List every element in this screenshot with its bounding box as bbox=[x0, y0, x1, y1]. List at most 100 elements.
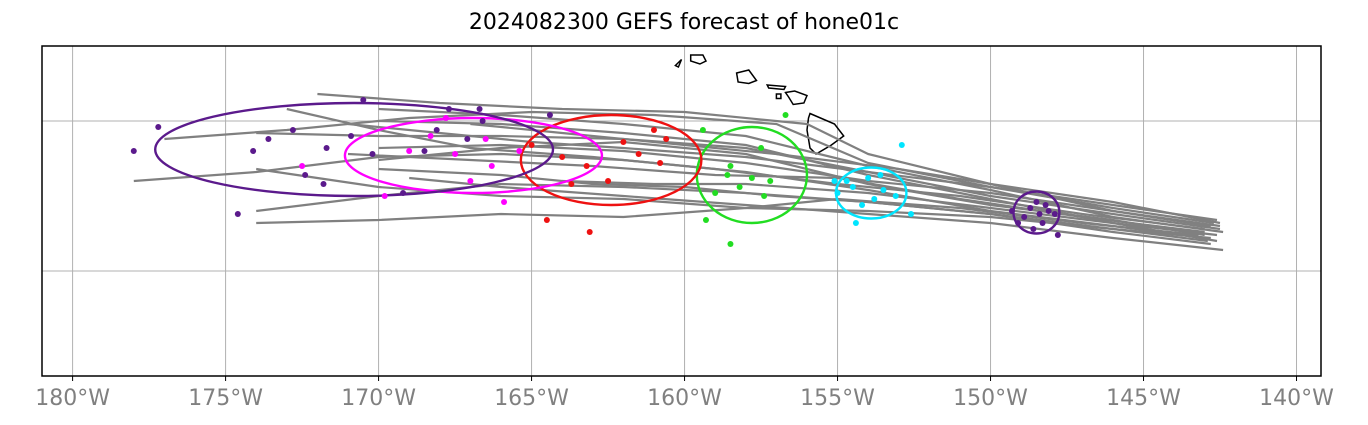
member-point-4 bbox=[559, 154, 566, 160]
map-title: 2024082300 GEFS forecast of hone01c bbox=[468, 10, 900, 35]
uncertainty-ellipse-4 bbox=[519, 113, 703, 207]
member-point-3 bbox=[727, 163, 734, 169]
member-point-2 bbox=[907, 211, 914, 217]
member-point-6 bbox=[265, 136, 272, 142]
lon-tick-label: 155°W bbox=[800, 386, 875, 411]
member-point-3 bbox=[761, 193, 768, 199]
member-point-1 bbox=[1027, 205, 1034, 211]
member-point-4 bbox=[586, 229, 593, 235]
member-point-4 bbox=[620, 139, 627, 145]
member-point-6 bbox=[323, 145, 330, 151]
member-point-2 bbox=[892, 193, 899, 199]
member-point-5 bbox=[452, 151, 459, 157]
member-point-1 bbox=[1030, 226, 1037, 232]
member-point-4 bbox=[583, 163, 590, 169]
ensemble-track-16 bbox=[286, 107, 1205, 231]
lon-tick-label: 160°W bbox=[647, 386, 722, 411]
member-point-2 bbox=[880, 187, 887, 193]
member-point-3 bbox=[727, 241, 734, 247]
lon-tick-label: 165°W bbox=[494, 386, 569, 411]
uncertainty-ellipse-6 bbox=[154, 101, 555, 198]
member-point-3 bbox=[758, 145, 765, 151]
member-point-6 bbox=[234, 211, 241, 217]
member-positions bbox=[130, 97, 1061, 247]
member-point-2 bbox=[877, 172, 884, 178]
member-point-2 bbox=[849, 184, 856, 190]
member-point-4 bbox=[650, 127, 657, 133]
member-point-1 bbox=[1036, 211, 1043, 217]
uncertainty-ellipses bbox=[154, 101, 1061, 235]
member-point-5 bbox=[516, 148, 523, 154]
member-point-4 bbox=[568, 181, 575, 187]
island-kauai bbox=[689, 54, 708, 65]
longitude-ticks: 180°W 175°W 170°W 165°W 160°W 155°W 150°W 145°W… bbox=[35, 376, 1334, 411]
lon-tick-label: 150°W bbox=[953, 386, 1028, 411]
member-point-6 bbox=[348, 133, 355, 139]
lon-tick-label: 175°W bbox=[188, 386, 263, 411]
member-point-1 bbox=[1045, 208, 1052, 214]
member-point-5 bbox=[427, 133, 434, 139]
ensemble-track-15 bbox=[347, 122, 1218, 222]
ensemble-track-1 bbox=[378, 107, 1224, 234]
member-point-2 bbox=[852, 220, 859, 226]
member-point-5 bbox=[482, 136, 489, 142]
member-point-4 bbox=[543, 217, 550, 223]
member-point-4 bbox=[663, 136, 670, 142]
lon-tick-label: 170°W bbox=[341, 386, 416, 411]
member-point-6 bbox=[445, 106, 452, 112]
member-point-2 bbox=[871, 196, 878, 202]
ensemble-track-5 bbox=[256, 131, 1221, 231]
member-point-4 bbox=[657, 160, 664, 166]
member-point-2 bbox=[831, 178, 838, 184]
lon-tick-label: 145°W bbox=[1106, 386, 1181, 411]
member-point-6 bbox=[130, 148, 137, 154]
member-point-2 bbox=[865, 175, 872, 181]
member-point-2 bbox=[898, 142, 905, 148]
member-point-6 bbox=[476, 106, 483, 112]
island-lanai bbox=[775, 93, 782, 100]
member-point-1 bbox=[1021, 214, 1028, 220]
member-point-3 bbox=[748, 175, 755, 181]
member-point-6 bbox=[479, 118, 486, 124]
island-oahu bbox=[735, 69, 758, 85]
member-point-6 bbox=[400, 190, 407, 196]
ensemble-tracks bbox=[133, 92, 1224, 252]
lon-tick-label: 140°W bbox=[1259, 386, 1334, 411]
island-molokai bbox=[765, 84, 787, 91]
member-point-5 bbox=[488, 163, 495, 169]
member-point-2 bbox=[843, 178, 850, 184]
lon-tick-label: 180°W bbox=[35, 386, 110, 411]
member-point-1 bbox=[1033, 199, 1040, 205]
member-point-6 bbox=[250, 148, 257, 154]
member-point-3 bbox=[724, 172, 731, 178]
member-point-3 bbox=[767, 178, 774, 184]
ensemble-track-9 bbox=[562, 179, 1218, 237]
ensemble-track-11 bbox=[317, 92, 1221, 228]
member-point-3 bbox=[712, 190, 719, 196]
member-point-1 bbox=[1008, 208, 1015, 214]
member-point-3 bbox=[782, 112, 789, 118]
gridlines bbox=[42, 46, 1321, 376]
member-point-4 bbox=[605, 178, 612, 184]
member-point-5 bbox=[467, 178, 474, 184]
member-point-6 bbox=[369, 151, 376, 157]
member-point-6 bbox=[302, 172, 309, 178]
member-point-3 bbox=[699, 127, 706, 133]
member-point-6 bbox=[421, 148, 428, 154]
island-maui bbox=[784, 90, 808, 106]
member-point-1 bbox=[1039, 220, 1046, 226]
island-niihau bbox=[674, 58, 683, 69]
map-frame bbox=[41, 45, 1322, 377]
member-point-3 bbox=[736, 184, 743, 190]
member-point-6 bbox=[546, 112, 553, 118]
member-point-5 bbox=[501, 199, 508, 205]
member-point-6 bbox=[155, 124, 162, 130]
member-point-2 bbox=[834, 190, 841, 196]
member-point-5 bbox=[299, 163, 306, 169]
member-point-5 bbox=[442, 115, 449, 121]
member-point-1 bbox=[1051, 211, 1058, 217]
member-point-4 bbox=[528, 142, 535, 148]
member-point-5 bbox=[381, 193, 388, 199]
member-point-4 bbox=[635, 151, 642, 157]
